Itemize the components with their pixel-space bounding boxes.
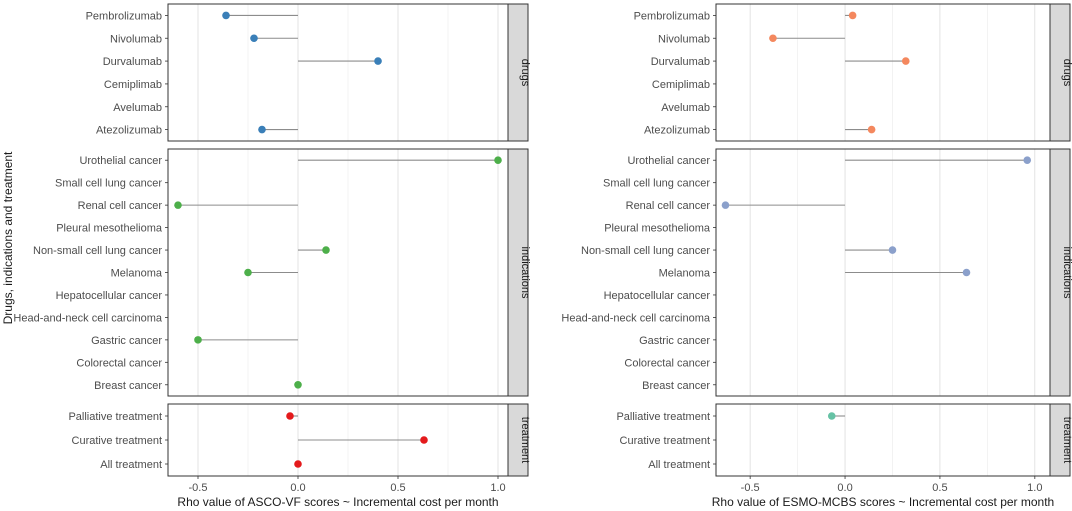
lollipop-point	[194, 336, 202, 344]
lollipop-point	[286, 412, 294, 420]
facet-drugs: Pembrolizumab Nivolumab Durvalumab Cemiplim…	[86, 3, 531, 142]
facet-indications: Urothelial cancer Small cell lung cancer R…	[561, 148, 1072, 397]
chart-root: Pembrolizumab Nivolumab Durvalumab Cemiplim…	[13, 3, 1072, 509]
lollipop-point	[1023, 156, 1032, 165]
lollipop-point	[222, 11, 230, 20]
category-label: Curative treatment	[72, 435, 162, 447]
category-label: Small cell lung cancer	[55, 178, 162, 190]
category-label: Non-small cell lung cancer	[33, 245, 162, 257]
lollipop-point	[420, 436, 428, 444]
lollipop-point	[848, 11, 857, 20]
lollipop-point	[827, 412, 836, 420]
x-tick-label: -0.5	[189, 482, 208, 494]
lollipop-point	[867, 125, 876, 134]
category-label: Pembrolizumab	[86, 10, 162, 22]
lollipop-point	[374, 57, 382, 65]
category-label: Cemiplimab	[652, 79, 710, 91]
category-label: Pleural mesothelioma	[56, 223, 163, 235]
category-label: Pleural mesothelioma	[604, 223, 711, 235]
lollipop-point	[494, 156, 502, 165]
facet-strip	[1049, 148, 1071, 397]
facet-treatment: Palliative treatment Curative treatment Al…	[68, 403, 531, 477]
category-label: Cemiplimab	[104, 79, 162, 91]
facet-drugs: Pembrolizumab Nivolumab Durvalumab Cemiplim…	[634, 3, 1072, 142]
lollipop-point	[174, 201, 182, 209]
category-label: Breast cancer	[642, 380, 710, 392]
category-label: Hepatocellular cancer	[56, 290, 163, 302]
facet-strip	[1049, 3, 1071, 142]
x-tick-label: 1.0	[490, 482, 505, 494]
category-label: All treatment	[648, 459, 710, 471]
category-label: Pembrolizumab	[634, 10, 710, 22]
x-tick-label: -0.5	[741, 482, 760, 494]
facet-strip	[507, 403, 529, 477]
x-axis-title: Rho value of ASCO-VF scores ~ Incrementa…	[177, 495, 498, 509]
x-tick-label: 0.5	[932, 482, 947, 494]
category-label: Hepatocellular cancer	[604, 290, 711, 302]
category-label: Head-and-neck cell carcinoma	[13, 312, 162, 324]
facet-indications: Urothelial cancer Small cell lung cancer R…	[13, 148, 531, 397]
lollipop-point	[294, 380, 302, 389]
category-label: Colorectal cancer	[76, 357, 162, 369]
lollipop-point	[888, 246, 897, 254]
panel-background	[168, 4, 508, 141]
category-label: Urothelial cancer	[627, 155, 710, 167]
facet-treatment: Palliative treatment Curative treatment Al…	[616, 403, 1072, 477]
category-label: Nivolumab	[658, 33, 710, 45]
category-label: Curative treatment	[620, 435, 710, 447]
facet-strip	[507, 3, 529, 142]
category-label: Durvalumab	[103, 56, 162, 68]
category-label: Palliative treatment	[68, 411, 162, 423]
category-label: Breast cancer	[94, 380, 162, 392]
chart-1: Pembrolizumab Nivolumab Durvalumab Cemiplim…	[13, 3, 531, 509]
lollipop-point	[962, 268, 971, 277]
lollipop-point	[250, 34, 258, 43]
facet-strip-label: drugs	[519, 59, 531, 87]
facet-strip-label: treatment	[519, 417, 531, 463]
facet-strip	[507, 148, 529, 397]
lollipop-point	[244, 268, 252, 277]
panel-background	[716, 4, 1050, 141]
category-label: Renal cell cancer	[626, 200, 711, 212]
category-label: All treatment	[100, 459, 162, 471]
category-label: Head-and-neck cell carcinoma	[561, 312, 710, 324]
category-label: Melanoma	[659, 268, 711, 280]
category-label: Urothelial cancer	[79, 155, 162, 167]
chart-2: Pembrolizumab Nivolumab Durvalumab Cemiplim…	[561, 3, 1072, 509]
x-tick-label: 0.0	[290, 482, 305, 494]
lollipop-point	[721, 201, 730, 209]
facet-strip	[1049, 403, 1071, 477]
category-label: Nivolumab	[110, 33, 162, 45]
category-label: Atezolizumab	[96, 125, 162, 137]
panel-background	[168, 149, 508, 396]
x-axis-title: Rho value of ESMO-MCBS scores ~ Incremen…	[712, 495, 1054, 509]
facet-strip-label: indications	[1061, 247, 1072, 299]
category-label: Renal cell cancer	[78, 200, 163, 212]
category-label: Small cell lung cancer	[603, 178, 710, 190]
category-label: Colorectal cancer	[624, 357, 710, 369]
lollipop-point	[294, 460, 302, 468]
category-label: Durvalumab	[651, 56, 710, 68]
facet-strip-label: indications	[519, 247, 531, 299]
category-label: Avelumab	[661, 102, 710, 114]
category-label: Non-small cell lung cancer	[581, 245, 710, 257]
category-label: Gastric cancer	[639, 335, 710, 347]
lollipop-point	[769, 34, 777, 43]
lollipop-point	[258, 125, 266, 134]
lollipop-point	[901, 57, 910, 65]
facet-strip-label: treatment	[1061, 417, 1072, 463]
category-label: Avelumab	[113, 102, 162, 114]
x-tick-label: 0.5	[390, 482, 405, 494]
category-label: Melanoma	[111, 268, 163, 280]
x-tick-label: 1.0	[1027, 482, 1042, 494]
facet-strip-label: drugs	[1061, 59, 1072, 87]
category-label: Atezolizumab	[644, 125, 710, 137]
panel-background	[716, 404, 1050, 476]
x-tick-label: 0.0	[837, 482, 852, 494]
category-label: Gastric cancer	[91, 335, 162, 347]
lollipop-point	[322, 246, 330, 254]
category-label: Palliative treatment	[616, 411, 710, 423]
y-axis-title: Drugs, indications and treatment	[1, 151, 15, 324]
